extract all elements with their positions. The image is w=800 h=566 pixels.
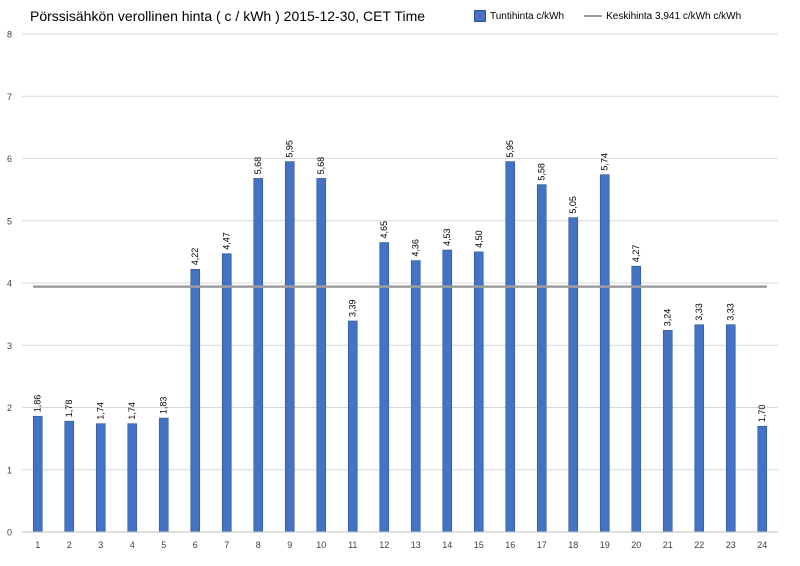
legend: Tuntihinta c/kWh Keskihinta 3,941 c/kWh …	[474, 10, 741, 22]
x-tick-label: 20	[631, 540, 641, 550]
y-tick-label: 0	[7, 528, 12, 538]
bar	[158, 417, 169, 533]
data-label: 5,05	[568, 196, 578, 214]
bar	[725, 324, 736, 533]
bar	[32, 415, 43, 533]
y-tick-label: 6	[7, 154, 12, 164]
x-tick-label: 14	[442, 540, 452, 550]
x-tick-label: 6	[193, 540, 198, 550]
data-label: 4,65	[379, 221, 389, 239]
bar	[757, 425, 768, 533]
data-label: 5,95	[505, 140, 515, 158]
data-label: 4,27	[631, 245, 641, 263]
x-tick-label: 1	[35, 540, 40, 550]
data-label: 3,39	[348, 299, 358, 317]
x-tick-label: 16	[505, 540, 515, 550]
x-tick-label: 17	[537, 540, 547, 550]
data-label: 4,36	[411, 239, 421, 257]
legend-bar-swatch	[474, 10, 486, 22]
bar	[442, 249, 453, 533]
grid	[22, 33, 778, 533]
bar	[316, 178, 327, 533]
x-tick-label: 23	[726, 540, 736, 550]
data-label: 5,74	[600, 153, 610, 171]
data-label: 3,24	[663, 309, 673, 327]
bar	[410, 260, 421, 533]
y-tick-label: 3	[7, 341, 12, 351]
x-tick-label: 24	[757, 540, 767, 550]
data-label: 5,95	[285, 140, 295, 158]
data-label: 5,68	[253, 157, 263, 175]
data-label: 4,22	[190, 248, 200, 266]
bar	[95, 423, 106, 533]
data-labels: 1,86 1,78 1,74 1,74 1,83 4,22 4,47 5,68 5,95 5,68…	[33, 140, 768, 422]
bar	[284, 161, 295, 533]
data-label: 1,74	[127, 402, 137, 420]
bar	[568, 217, 579, 533]
legend-line-swatch	[584, 15, 603, 17]
data-label: 1,86	[33, 395, 43, 413]
x-tick-label: 9	[287, 540, 292, 550]
data-label: 3,33	[694, 303, 704, 321]
x-tick-label: 2	[67, 540, 72, 550]
bar	[127, 423, 138, 533]
y-tick-label: 7	[7, 92, 12, 102]
x-tick-label: 19	[600, 540, 610, 550]
bar	[662, 330, 673, 533]
x-tick-label: 22	[694, 540, 704, 550]
x-tick-label: 12	[379, 540, 389, 550]
data-label: 5,58	[537, 163, 547, 181]
x-tick-label: 15	[474, 540, 484, 550]
bar	[221, 253, 232, 533]
y-tick-label: 5	[7, 216, 12, 226]
data-label: 1,78	[64, 400, 74, 418]
data-label: 1,83	[159, 397, 169, 415]
bar	[536, 184, 547, 533]
bar	[505, 161, 516, 533]
bar	[631, 265, 642, 533]
x-tick-label: 11	[348, 540, 357, 550]
bar	[190, 269, 201, 533]
data-label: 3,33	[726, 303, 736, 321]
x-tick-label: 5	[161, 540, 166, 550]
x-tick-label: 4	[130, 540, 135, 550]
data-label: 1,70	[757, 405, 767, 423]
data-label: 5,68	[316, 157, 326, 175]
bar	[599, 174, 610, 533]
y-tick-label: 8	[7, 30, 12, 40]
y-tick-label: 4	[7, 279, 12, 289]
data-label: 4,47	[222, 232, 232, 250]
bar	[694, 324, 705, 533]
x-tick-label: 21	[663, 540, 673, 550]
x-tick-label: 8	[256, 540, 261, 550]
bar	[347, 320, 358, 533]
bar	[253, 178, 264, 533]
bars	[32, 161, 768, 533]
x-tick-label: 10	[316, 540, 326, 550]
x-tick-label: 18	[568, 540, 578, 550]
chart-title: Pörssisähkön verollinen hinta ( c / kWh …	[30, 8, 426, 24]
data-label: 1,74	[96, 402, 106, 420]
data-label: 4,53	[442, 228, 452, 246]
x-tick-label: 3	[98, 540, 103, 550]
y-tick-label: 1	[7, 465, 12, 475]
x-tick-label: 13	[411, 540, 421, 550]
x-tick-label: 7	[224, 540, 229, 550]
bar	[64, 420, 75, 533]
bar	[473, 251, 484, 533]
data-label: 4,50	[474, 230, 484, 248]
legend-bar-label: Tuntihinta c/kWh	[490, 10, 565, 22]
y-tick-label: 2	[7, 403, 12, 413]
legend-line-label: Keskihinta 3,941 c/kWh c/kWh	[606, 10, 742, 22]
